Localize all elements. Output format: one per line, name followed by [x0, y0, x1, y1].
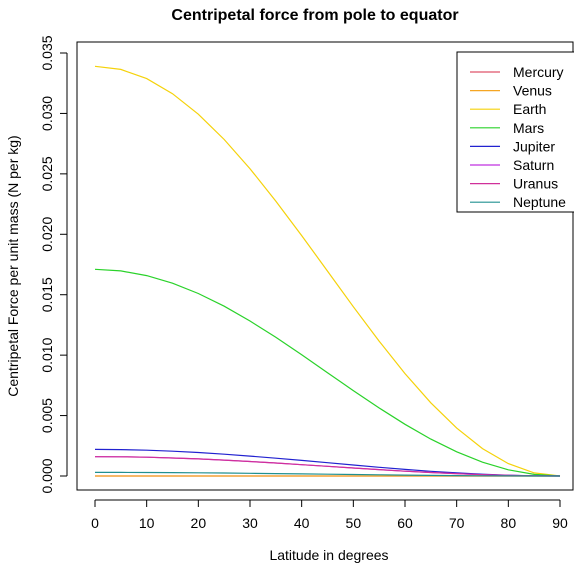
x-axis: 0 10 20 30 40 50 60 70 80 90	[91, 499, 568, 531]
legend-label-jupiter: Jupiter	[513, 138, 555, 154]
legend-label-mars: Mars	[513, 120, 544, 136]
legend-label-uranus: Uranus	[513, 176, 558, 192]
x-tick-label: 70	[449, 515, 465, 531]
x-tick-label: 20	[191, 515, 207, 531]
chart-title: Centripetal force from pole to equator	[171, 7, 458, 24]
series-line-neptune	[95, 471, 560, 477]
y-tick-label: 0.020	[39, 217, 55, 252]
series-line-mars	[94, 268, 561, 477]
x-tick-label: 60	[397, 515, 413, 531]
x-axis-label: Latitude in degrees	[269, 547, 388, 563]
series-group	[94, 65, 561, 477]
legend-label-saturn: Saturn	[513, 157, 554, 173]
x-tick-label: 40	[294, 515, 310, 531]
y-axis: 0.000 0.005 0.010 0.015 0.020 0.025 0.030 0.035	[39, 35, 68, 494]
x-tick-label: 50	[346, 515, 362, 531]
y-tick-label: 0.015	[39, 277, 55, 312]
x-tick-label: 80	[501, 515, 517, 531]
y-tick-label: 0.035	[39, 35, 55, 70]
x-tick-label: 10	[139, 515, 155, 531]
series-line-uranus	[94, 456, 561, 477]
x-tick-label: 0	[91, 515, 99, 531]
y-tick-label: 0.025	[39, 156, 55, 191]
x-tick-label: 90	[552, 515, 568, 531]
plot-area	[76, 41, 574, 491]
y-tick-label: 0.030	[39, 96, 55, 131]
y-tick-label: 0.005	[39, 398, 55, 433]
legend-label-venus: Venus	[513, 83, 552, 99]
legend-label-mercury: Mercury	[513, 64, 564, 80]
legend-label-neptune: Neptune	[513, 194, 566, 210]
x-tick-label: 30	[242, 515, 258, 531]
legend-label-earth: Earth	[513, 101, 546, 117]
legend: Mercury Venus Earth Mars Jupiter Saturn Uranus…	[456, 51, 574, 213]
legend-box	[456, 51, 574, 213]
y-axis-label: Centripetal Force per unit mass (N per k…	[5, 135, 21, 396]
y-tick-label: 0.000	[39, 458, 55, 493]
series-line-earth	[94, 65, 561, 477]
y-tick-label: 0.010	[39, 337, 55, 372]
